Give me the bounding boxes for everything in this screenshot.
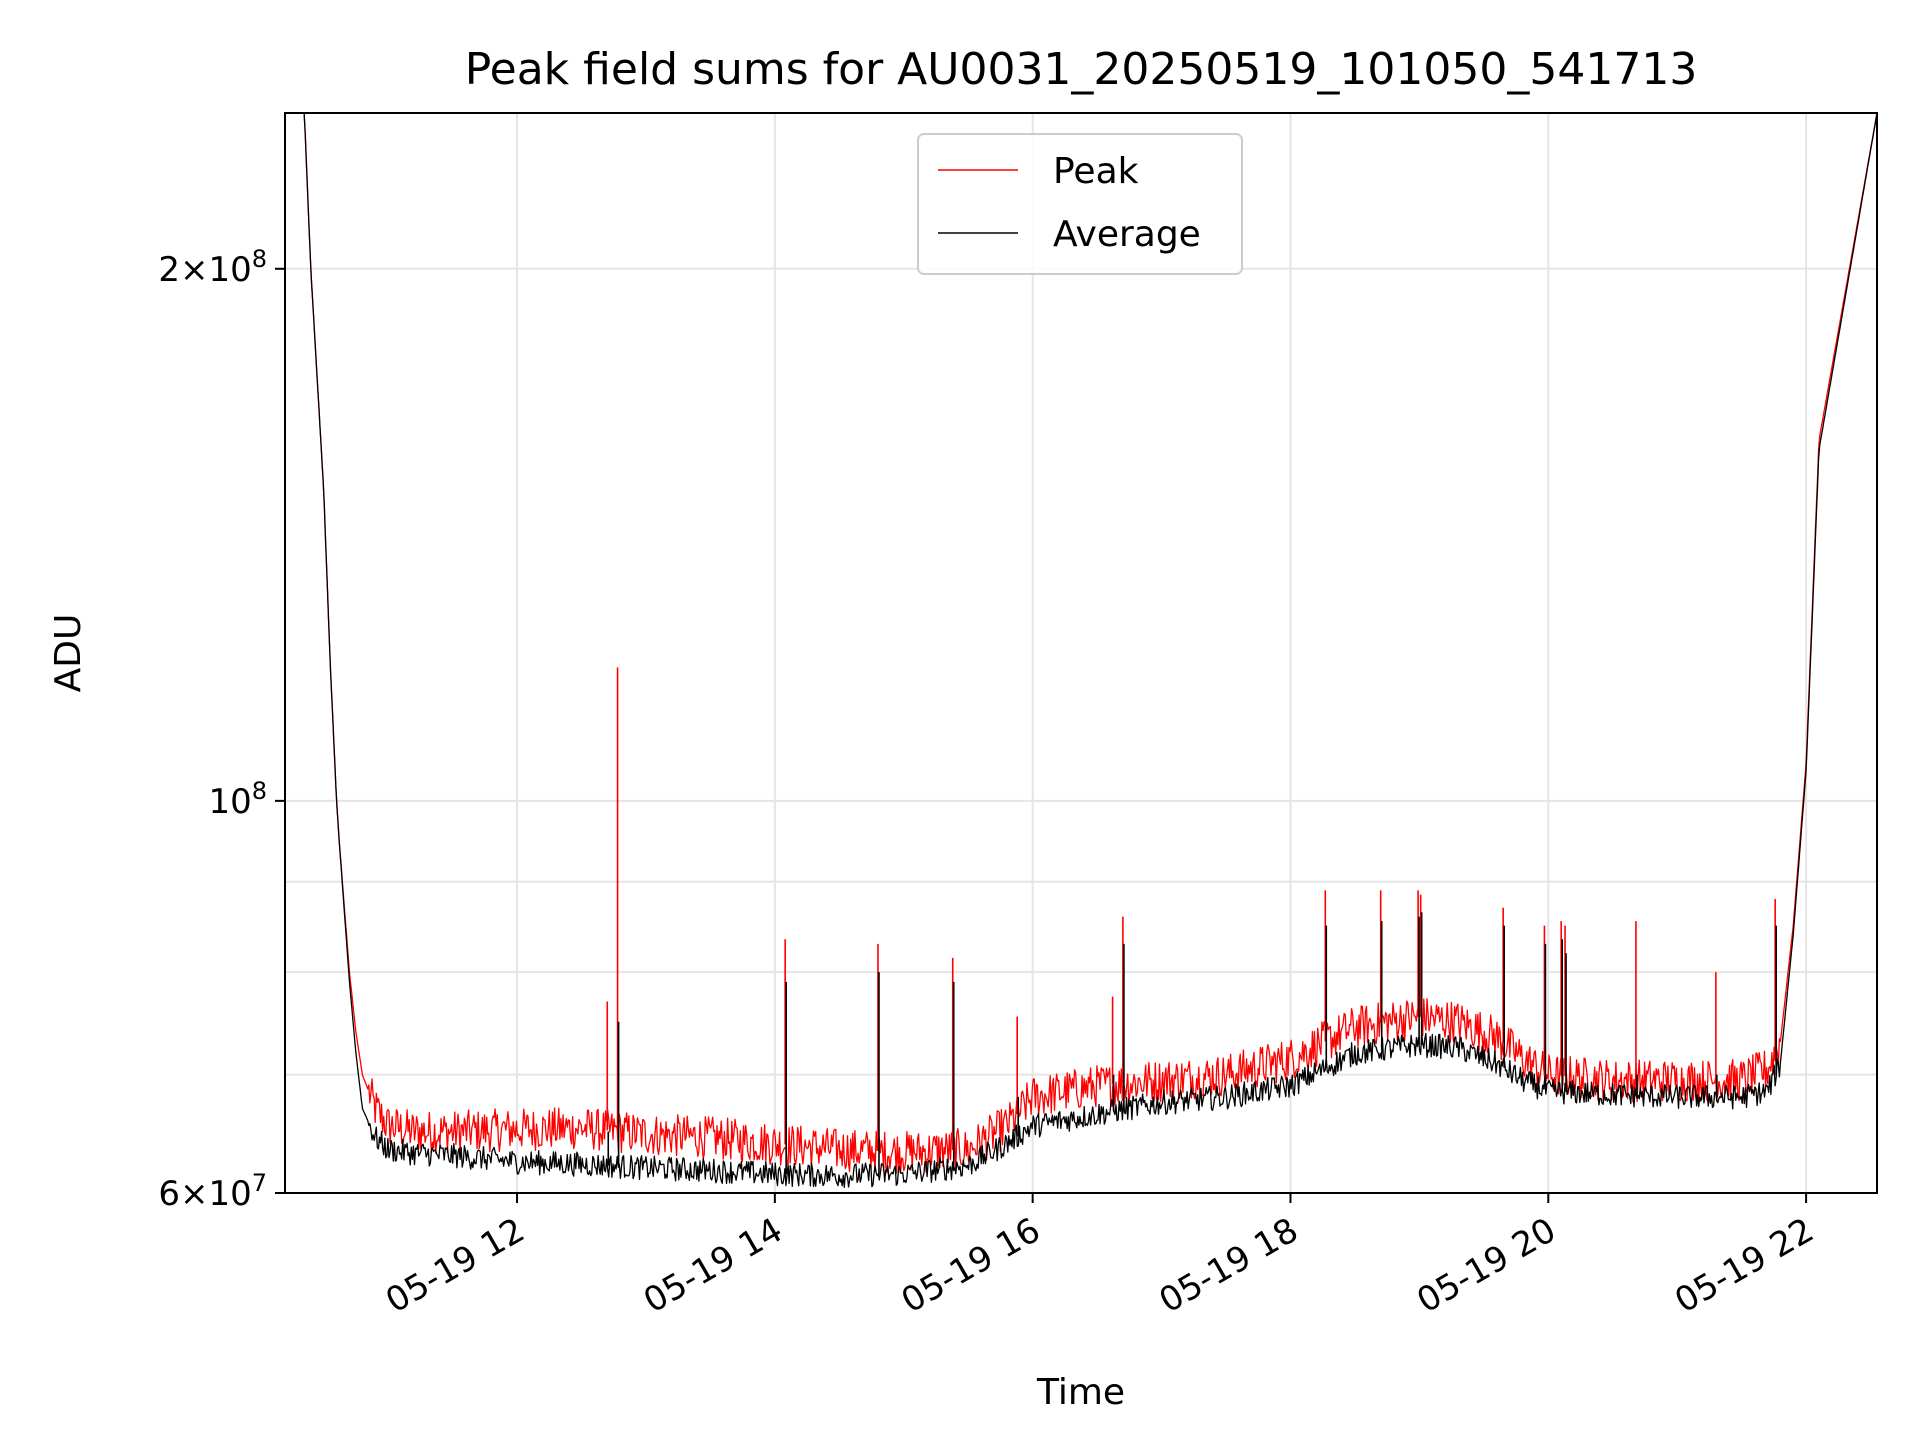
legend: Peak Average <box>917 133 1243 275</box>
series-line-peak <box>285 113 1877 1174</box>
chart-title: Peak field sums for AU0031_20250519_1010… <box>465 44 1698 95</box>
plot-area <box>285 113 1877 1188</box>
y-axis: 6×107 108 2×108 <box>158 245 285 1214</box>
y-tick-label-0: 6×107 <box>158 1169 267 1214</box>
series-layer <box>285 113 1877 1188</box>
legend-label-average: Average <box>1053 214 1201 255</box>
x-axis-label: Time <box>1036 1372 1125 1413</box>
y-tick-label-1: 108 <box>208 777 267 822</box>
y-tick-label-2: 2×108 <box>158 245 267 290</box>
legend-box <box>917 133 1243 275</box>
y-axis-label: ADU <box>48 614 89 693</box>
series-line-average <box>285 113 1877 1188</box>
legend-label-peak: Peak <box>1053 151 1139 192</box>
grid-lines <box>285 113 1877 1194</box>
axes-frame <box>284 112 1878 1194</box>
